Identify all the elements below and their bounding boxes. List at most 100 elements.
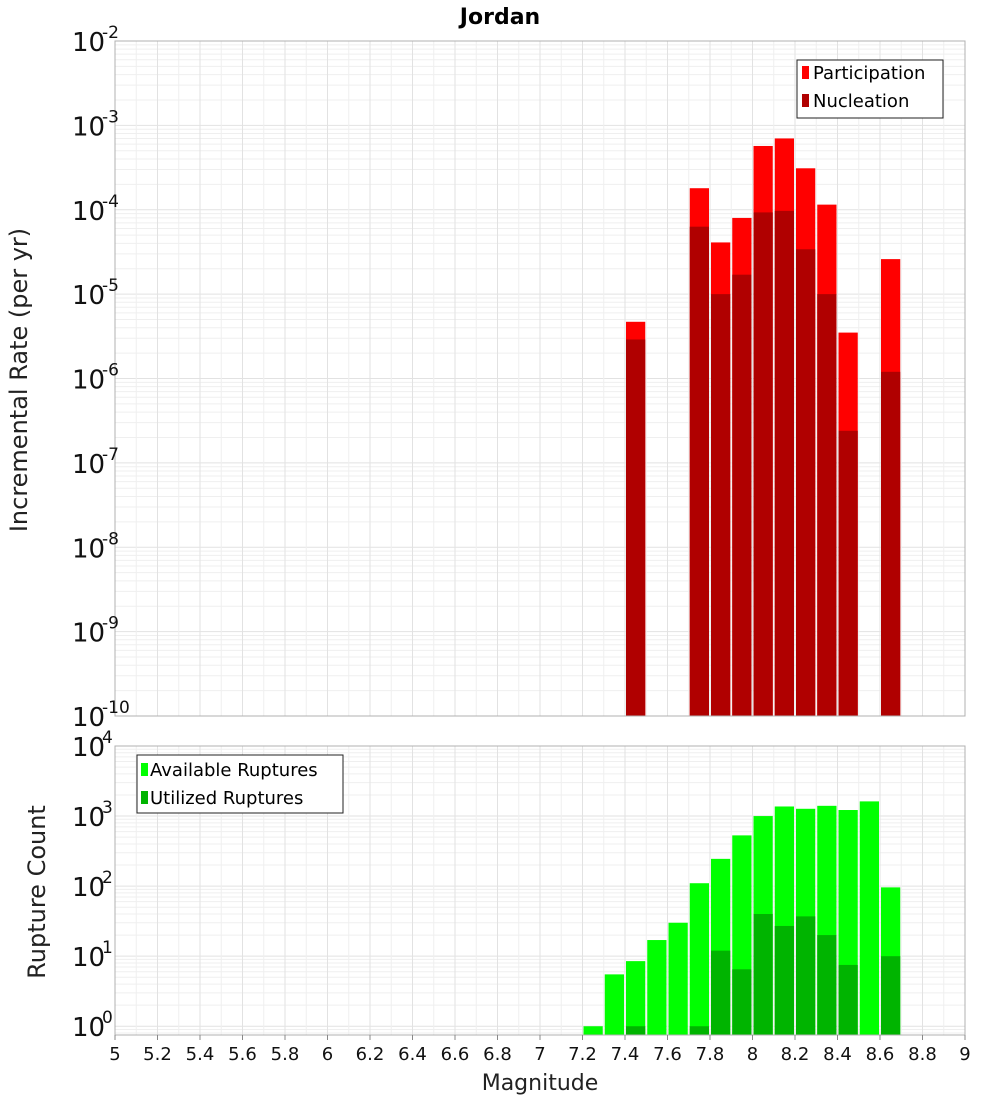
x-tick-label: 6 xyxy=(322,1044,333,1065)
x-tick-label: 7.8 xyxy=(696,1044,725,1065)
x-tick-label: 8.8 xyxy=(908,1044,937,1065)
x-tick-label: 6.4 xyxy=(398,1044,427,1065)
bottom-y-axis-label: Rupture Count xyxy=(23,805,51,979)
legend-swatch-participation xyxy=(802,66,809,79)
bar-utilized-ruptures xyxy=(753,914,773,1035)
y-tick-base: 10 xyxy=(72,703,105,733)
y-tick-exponent: -4 xyxy=(102,192,119,212)
legend-label-nucleation: Nucleation xyxy=(813,91,909,112)
bar-nucleation xyxy=(817,294,837,716)
legend-label-utilized: Utilized Ruptures xyxy=(150,788,303,809)
x-tick-label: 6.2 xyxy=(356,1044,385,1065)
x-tick-label: 5.4 xyxy=(186,1044,215,1065)
y-tick-exponent: -8 xyxy=(102,529,119,549)
bar-available-ruptures xyxy=(689,883,709,1035)
y-tick: 10-9 xyxy=(72,614,119,649)
top-y-axis-label: Incremental Rate (per yr) xyxy=(5,228,33,532)
y-tick-exponent: 0 xyxy=(102,1008,113,1028)
x-tick-label: 7.6 xyxy=(653,1044,682,1065)
legend-swatch-available xyxy=(141,763,148,776)
bar-available-ruptures xyxy=(626,961,646,1035)
bar-nucleation xyxy=(838,430,858,716)
bottom-x-ticks: 5 5.2 5.4 5.6 5.8 6 6.2 6.4 6.6 6.8 7 7.2 7.4 7.6 7.8 8… xyxy=(109,1035,971,1065)
y-tick: 10-3 xyxy=(72,107,119,142)
bottom-legend: Available Ruptures Utilized Ruptures xyxy=(136,754,344,814)
bar-available-ruptures xyxy=(859,801,879,1035)
y-tick: 10-4 xyxy=(72,192,119,227)
bar-nucleation xyxy=(796,249,816,716)
y-tick-exponent: 4 xyxy=(102,728,113,748)
y-tick-base: 10 xyxy=(72,366,105,396)
bar-nucleation xyxy=(626,339,646,716)
bar-nucleation xyxy=(881,371,901,716)
y-tick: 101 xyxy=(72,938,113,973)
x-tick-label: 6.6 xyxy=(441,1044,470,1065)
legend-box xyxy=(136,754,344,814)
y-tick: 10-2 xyxy=(72,23,119,58)
bar-available-ruptures xyxy=(583,1026,603,1035)
top-plot-frame xyxy=(114,40,966,717)
y-tick-base: 10 xyxy=(72,619,105,649)
bar-utilized-ruptures xyxy=(881,956,901,1035)
bar-utilized-ruptures xyxy=(711,950,731,1035)
y-tick-base: 10 xyxy=(72,733,105,763)
bar-nucleation xyxy=(689,226,709,716)
x-tick-label: 5.2 xyxy=(143,1044,172,1065)
y-tick: 104 xyxy=(72,728,113,763)
y-tick: 10-5 xyxy=(72,276,119,311)
bar-nucleation xyxy=(753,212,773,717)
y-tick-base: 10 xyxy=(72,197,105,227)
y-tick-exponent: -2 xyxy=(102,23,119,43)
y-tick-base: 10 xyxy=(72,803,105,833)
legend-swatch-nucleation xyxy=(802,94,809,107)
top-legend: Participation Nucleation xyxy=(796,59,944,119)
y-tick-exponent: -5 xyxy=(102,276,119,296)
bar-utilized-ruptures xyxy=(626,1026,646,1035)
y-tick-exponent: 1 xyxy=(102,938,113,958)
top-grid xyxy=(114,40,966,717)
y-tick-exponent: 3 xyxy=(102,798,113,818)
legend-label-participation: Participation xyxy=(813,63,925,84)
y-tick-base: 10 xyxy=(72,873,105,903)
y-tick-exponent: -9 xyxy=(102,614,119,634)
y-tick-exponent: -10 xyxy=(102,698,130,718)
bar-utilized-ruptures xyxy=(817,935,837,1035)
legend-swatch-utilized xyxy=(141,791,148,804)
y-tick-base: 10 xyxy=(72,534,105,564)
legend-label-available: Available Ruptures xyxy=(150,760,318,781)
bar-available-ruptures xyxy=(604,974,624,1035)
x-tick-label: 5.8 xyxy=(271,1044,300,1065)
x-tick-label: 5 xyxy=(109,1044,120,1065)
y-tick: 10-7 xyxy=(72,445,119,480)
x-tick-label: 9 xyxy=(959,1044,970,1065)
bar-available-ruptures xyxy=(647,940,667,1035)
y-tick-base: 10 xyxy=(72,281,105,311)
x-tick-label: 8.6 xyxy=(866,1044,895,1065)
y-tick: 103 xyxy=(72,798,113,833)
bottom-bars xyxy=(583,801,901,1035)
y-tick: 10-8 xyxy=(72,529,119,564)
bar-utilized-ruptures xyxy=(732,969,752,1035)
x-tick-label: 7.2 xyxy=(568,1044,597,1065)
bar-utilized-ruptures xyxy=(774,925,794,1035)
bar-nucleation xyxy=(774,210,794,716)
y-tick-exponent: -6 xyxy=(102,361,119,381)
bar-utilized-ruptures xyxy=(838,964,858,1035)
y-tick: 102 xyxy=(72,868,113,903)
y-tick-exponent: -7 xyxy=(102,445,119,465)
x-tick-label: 6.8 xyxy=(483,1044,512,1065)
y-tick-base: 10 xyxy=(72,1013,105,1043)
y-tick-base: 10 xyxy=(72,943,105,973)
bar-nucleation xyxy=(732,274,752,716)
x-tick-label: 8.2 xyxy=(781,1044,810,1065)
legend-box xyxy=(796,59,944,119)
y-tick: 10-6 xyxy=(72,361,119,396)
x-tick-label: 8 xyxy=(747,1044,758,1065)
y-tick-exponent: 2 xyxy=(102,868,113,888)
y-tick-base: 10 xyxy=(72,28,105,58)
x-tick-label: 7.4 xyxy=(611,1044,640,1065)
x-tick-label: 8.4 xyxy=(823,1044,852,1065)
